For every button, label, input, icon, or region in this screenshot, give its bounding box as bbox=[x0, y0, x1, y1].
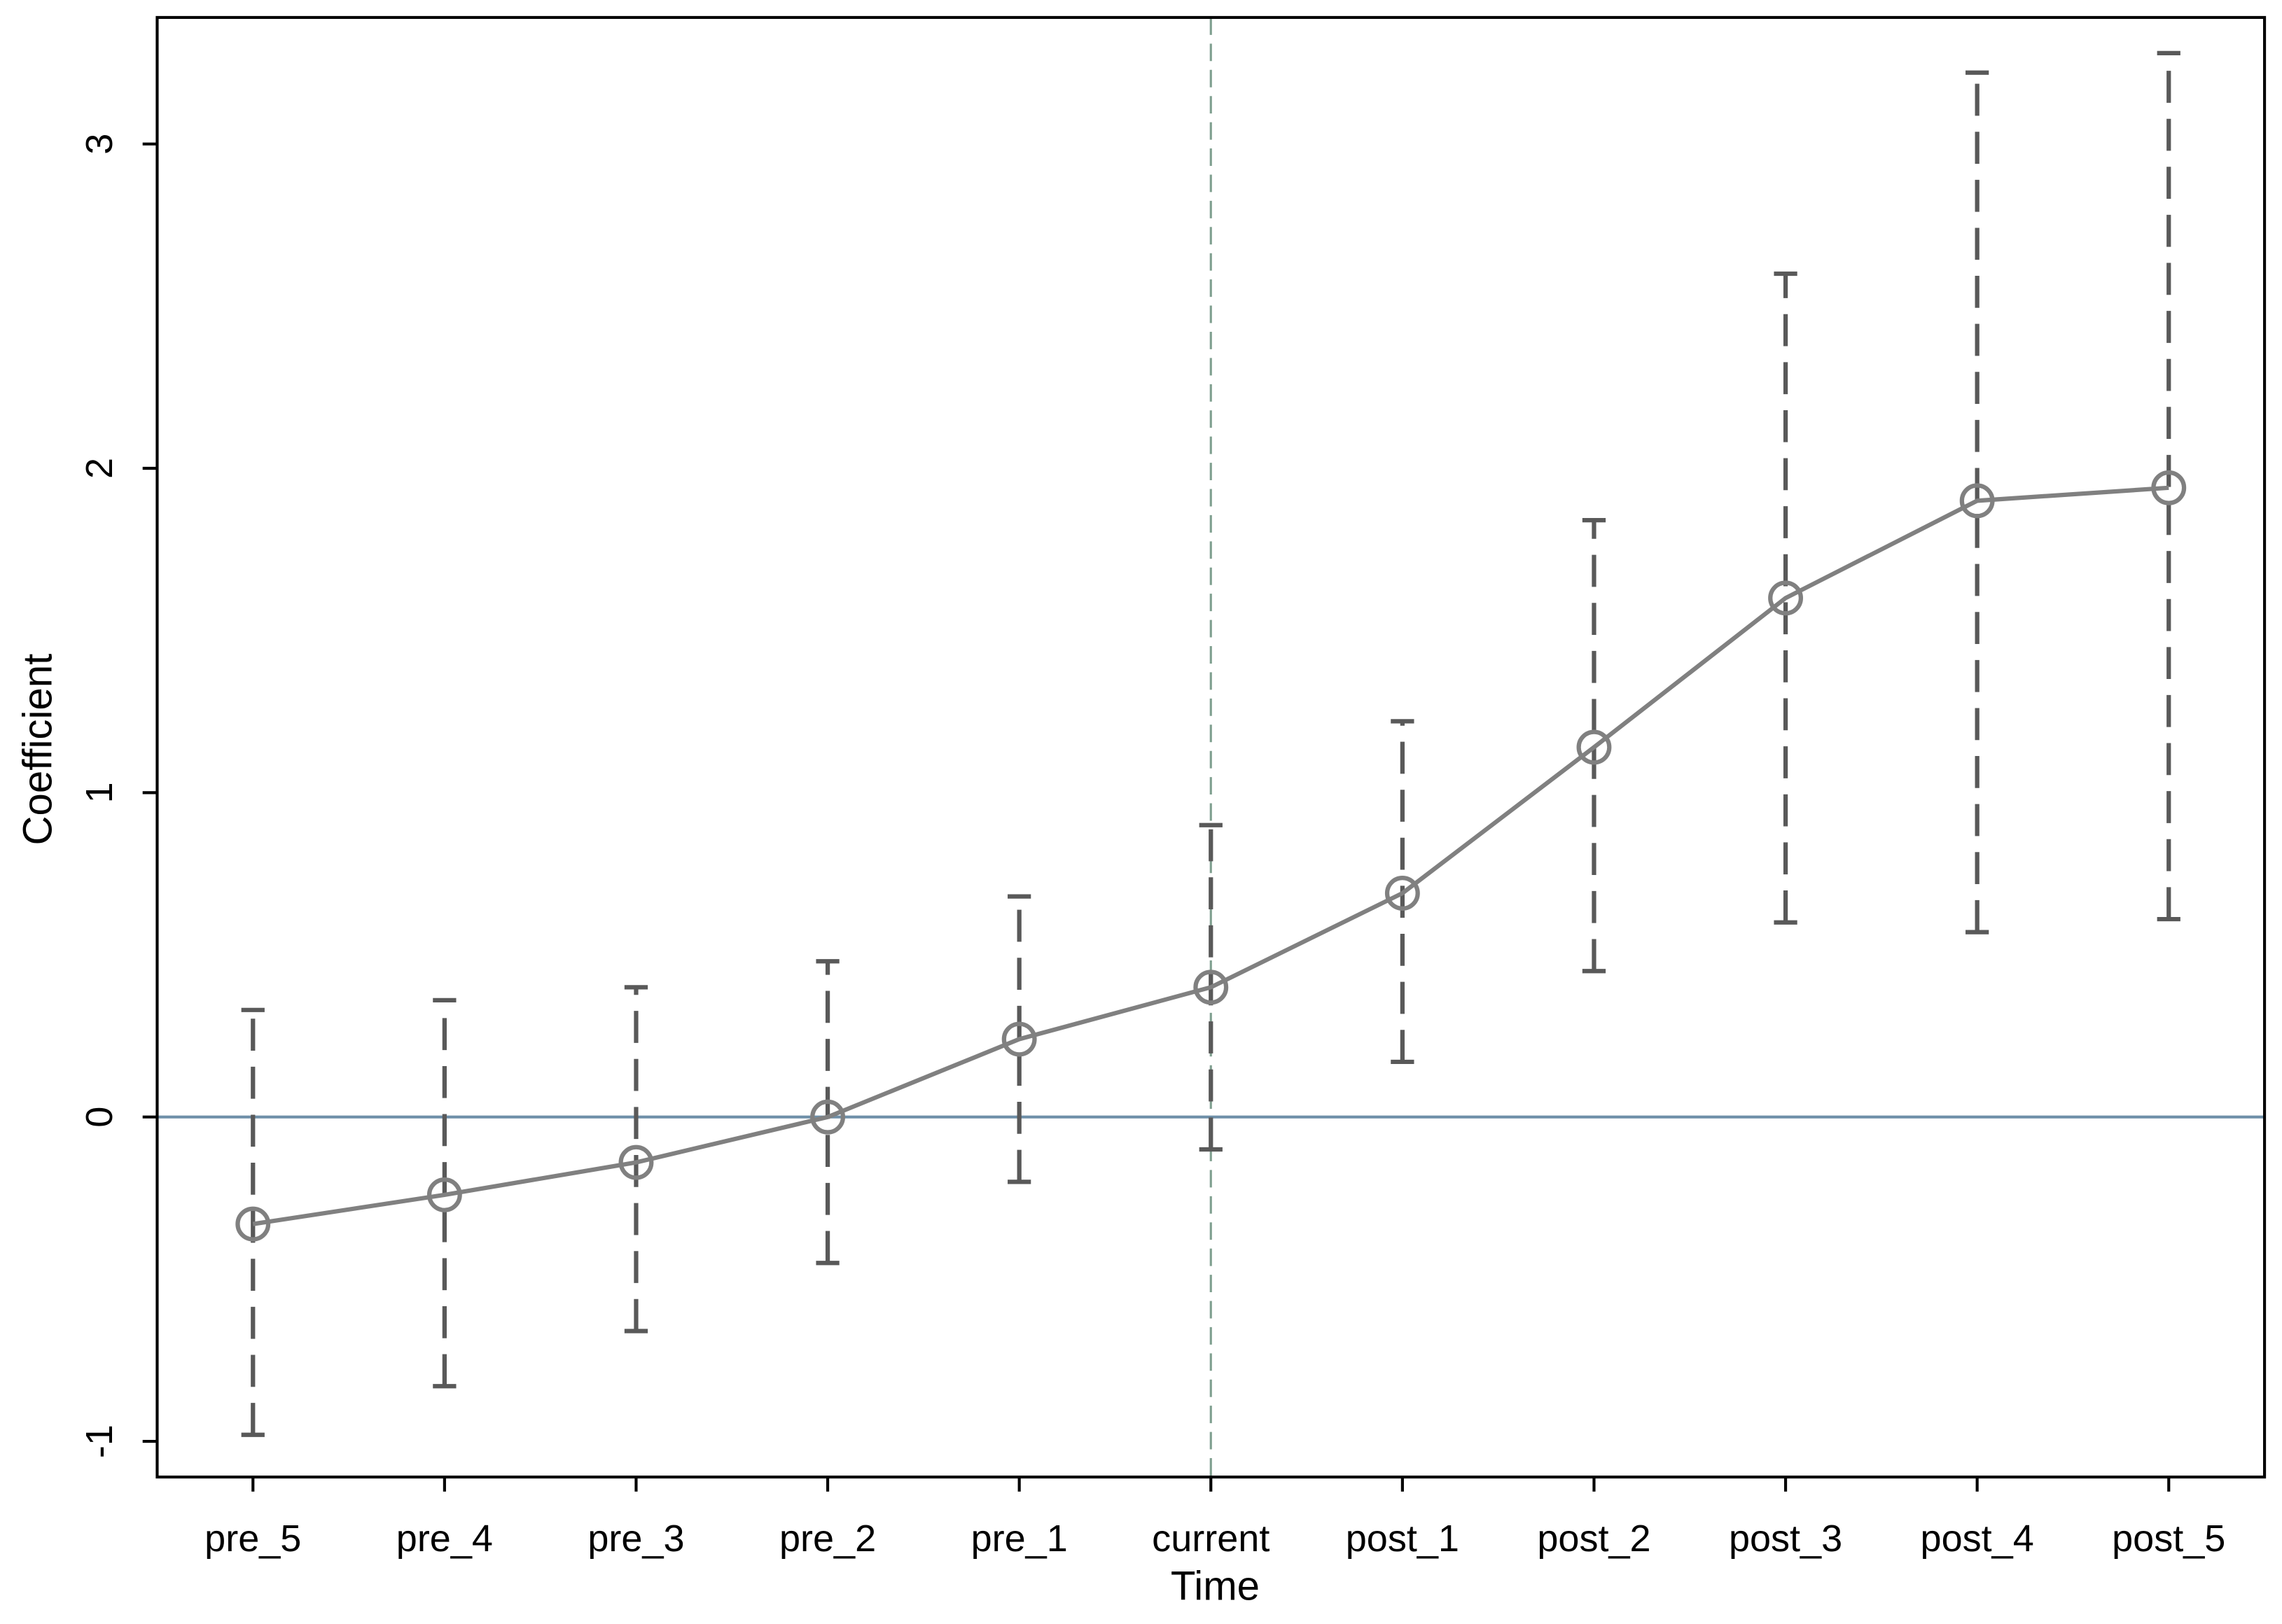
point-marker bbox=[426, 1177, 462, 1212]
x-tick-label: pre_2 bbox=[779, 1518, 876, 1560]
x-tick-label: post_2 bbox=[1537, 1518, 1650, 1560]
point-marker bbox=[235, 1206, 271, 1242]
y-tick-label: 2 bbox=[78, 458, 120, 479]
point-marker bbox=[1193, 969, 1229, 1005]
y-tick-label: 1 bbox=[78, 782, 120, 803]
x-tick-label: pre_4 bbox=[396, 1518, 493, 1560]
series-line bbox=[252, 485, 2169, 1226]
point-marker bbox=[810, 1099, 846, 1135]
point-marker bbox=[2151, 470, 2187, 505]
x-axis-title: Time bbox=[1171, 1563, 1260, 1609]
x-tick-label: pre_5 bbox=[204, 1518, 301, 1560]
point-marker bbox=[1384, 876, 1420, 911]
y-tick-label: 3 bbox=[78, 134, 120, 155]
x-tick-label: pre_3 bbox=[587, 1518, 684, 1560]
x-tick-label: post_3 bbox=[1729, 1518, 1842, 1560]
point-marker bbox=[1576, 729, 1612, 765]
x-tick-label: current bbox=[1152, 1518, 1269, 1560]
point-marker bbox=[1001, 1021, 1037, 1057]
y-tick-label: -1 bbox=[78, 1424, 120, 1458]
x-tick-label: post_1 bbox=[1346, 1518, 1459, 1560]
point-marker bbox=[1959, 483, 1995, 519]
point-marker bbox=[618, 1144, 654, 1180]
x-tick-label: pre_1 bbox=[971, 1518, 1068, 1560]
y-tick-label: 0 bbox=[78, 1107, 120, 1128]
x-tick-label: post_4 bbox=[1921, 1518, 2034, 1560]
y-axis-title: Coefficient bbox=[15, 654, 61, 846]
x-tick-label: post_5 bbox=[2112, 1518, 2225, 1560]
plot-frame bbox=[155, 15, 2267, 1479]
point-marker bbox=[1768, 580, 1804, 616]
